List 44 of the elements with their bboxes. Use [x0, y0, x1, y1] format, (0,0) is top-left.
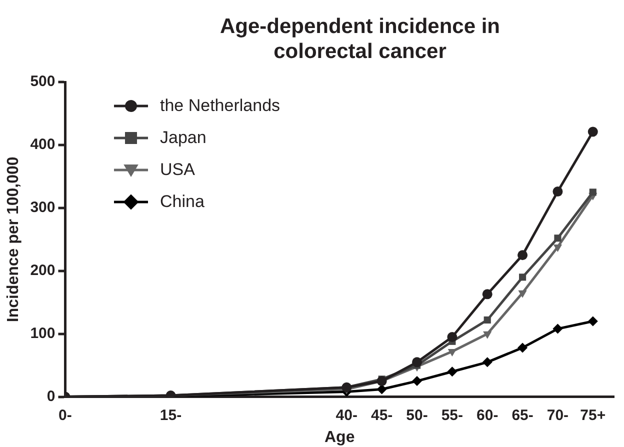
x-tick-label: 60-	[476, 406, 498, 424]
legend-label: the Netherlands	[160, 96, 280, 116]
point	[552, 324, 563, 334]
x-tick-label: 65-	[512, 406, 534, 424]
point	[484, 316, 491, 324]
point	[412, 376, 422, 386]
x-tick-label: 55-	[441, 406, 464, 424]
point	[588, 316, 598, 326]
x-tick-label: 40-	[336, 406, 358, 424]
y-tick-label: 100	[30, 324, 56, 342]
y-tick-label: 300	[30, 199, 56, 216]
x-axis-title: Age	[324, 428, 355, 446]
point	[447, 366, 458, 377]
point	[552, 186, 563, 197]
point	[412, 357, 422, 368]
point	[482, 289, 492, 300]
point	[553, 244, 562, 252]
y-tick-label: 200	[30, 262, 56, 280]
legend-label: Japan	[160, 128, 206, 148]
chart-title: Age-dependent incidence in colorectal cancer	[218, 14, 502, 64]
point	[554, 234, 562, 242]
point	[376, 376, 387, 386]
x-tick-label: 50-	[406, 406, 428, 424]
point	[483, 331, 492, 339]
x-tick-label: 70-	[546, 406, 569, 424]
point	[518, 290, 527, 298]
point	[376, 384, 387, 394]
y-tick-label: 500	[30, 73, 56, 90]
point	[447, 332, 458, 342]
x-tick-label: 0-	[58, 406, 72, 424]
point	[518, 250, 528, 260]
point	[588, 126, 598, 137]
legend-label: USA	[160, 160, 195, 180]
y-axis-title: Incidence per 100,000	[5, 156, 22, 322]
legend-label: China	[160, 192, 204, 212]
point	[519, 274, 526, 281]
x-tick-label: 15-	[160, 406, 182, 424]
y-tick-label: 400	[30, 136, 56, 154]
point	[482, 357, 492, 368]
y-tick-label: 0	[46, 388, 56, 405]
x-tick-label: 45-	[370, 406, 393, 424]
point	[518, 342, 528, 353]
x-tick-label: 75+	[580, 406, 606, 424]
point	[589, 188, 596, 196]
